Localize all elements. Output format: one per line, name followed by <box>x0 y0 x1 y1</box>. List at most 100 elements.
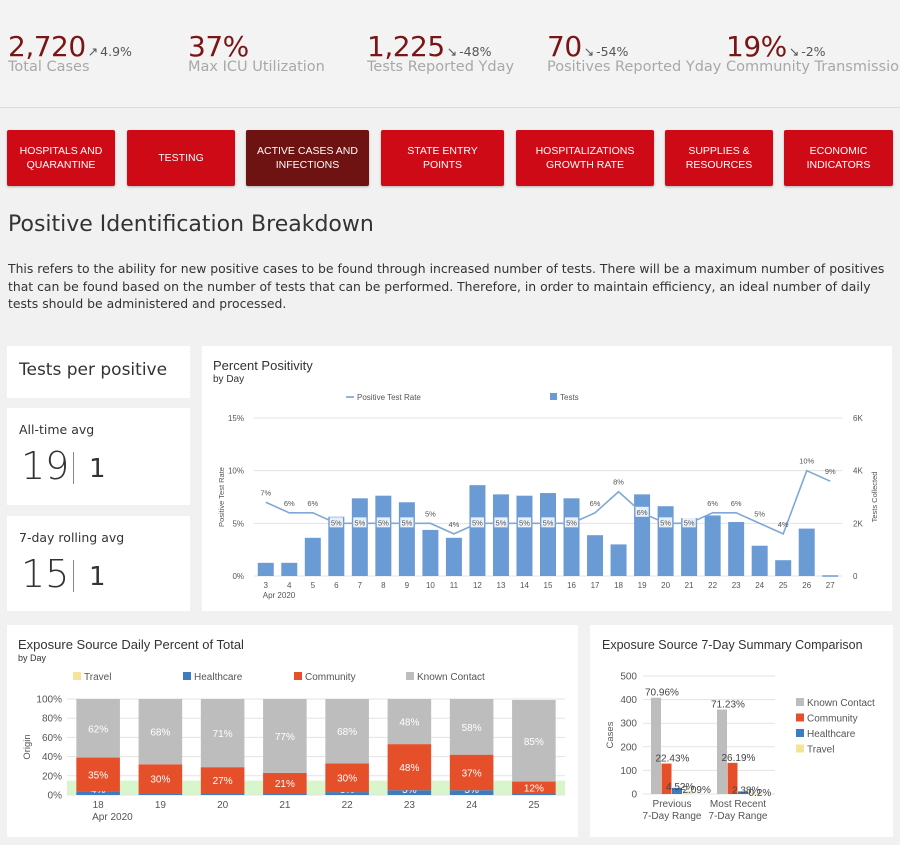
y2-tick-label: 4K <box>853 467 863 476</box>
kpi-total-cases: 2,720 ↗ 4.9% Total Cases <box>8 30 132 75</box>
x-tick-label: 22 <box>708 581 717 590</box>
kpi-value: 70 <box>547 30 582 63</box>
y-tick-label: 0% <box>48 791 63 802</box>
exposure-daily-card: Exposure Source Daily Percent of Total by… <box>7 625 578 837</box>
stacked-bar-segment <box>200 793 245 795</box>
x-tick-label: 23 <box>404 800 416 811</box>
y-tick-label: 60% <box>42 733 62 744</box>
rate-data-label: 4% <box>448 520 459 529</box>
rate-label-bg <box>470 517 485 528</box>
x-tick-label: 25 <box>528 800 540 811</box>
rate-data-label: 6% <box>590 499 601 508</box>
rate-data-label: 5% <box>401 518 412 527</box>
legend-item: Community <box>305 672 356 683</box>
stacked-bar-segment <box>325 792 369 795</box>
segment-data-label: 85% <box>524 737 544 748</box>
rate-label-bg <box>517 517 532 528</box>
rate-data-label: 5% <box>472 518 483 527</box>
chart-title: Exposure Source 7-Day Summary Comparison <box>602 638 863 652</box>
x-tick-label: 7-Day Range <box>709 811 768 822</box>
x-tick-label: 27 <box>826 581 835 590</box>
ratio-divider <box>73 560 74 592</box>
stacked-bar-segment <box>512 793 556 795</box>
bar-data-label: 0.2% <box>749 788 772 799</box>
y-tick-label: 80% <box>42 714 62 725</box>
arrow-up-icon: ↗ <box>87 44 99 59</box>
segment-data-label: 30% <box>337 774 357 785</box>
y2-tick-label: 6K <box>853 414 863 423</box>
rate-label-bg <box>329 517 343 528</box>
legend-item: Known Contact <box>417 672 485 683</box>
tests-bar <box>445 537 462 576</box>
kpi-label: Tests Reported Yday <box>367 59 515 75</box>
segment-data-label: 5% <box>464 785 479 796</box>
y-axis-label: Positive Test Rate <box>217 467 226 527</box>
arrow-down-icon: ↘ <box>583 44 595 59</box>
y-tick-label: 20% <box>42 771 62 782</box>
tests-bar <box>634 494 651 576</box>
stacked-bar-segment <box>325 763 369 793</box>
segment-data-label: 27% <box>213 776 233 787</box>
tests-bar <box>681 518 698 576</box>
stacked-bar-segment <box>263 699 307 773</box>
rate-data-label: 6% <box>284 499 295 508</box>
legend-swatch <box>796 729 804 737</box>
rolling-avg-card: 7-day rolling avg 15 1 <box>7 516 190 611</box>
legend-swatch <box>796 713 804 722</box>
nav-active-cases-button[interactable]: ACTIVE CASES AND INFECTIONS <box>246 130 369 186</box>
x-tick-label: Most Recent <box>710 799 766 810</box>
summary-bar <box>727 762 738 794</box>
rate-label-bg <box>635 506 649 517</box>
nav-hospitalizations-button[interactable]: HOSPITALIZATIONS GROWTH RATE <box>516 130 654 186</box>
legend-item: Travel <box>807 745 834 756</box>
nav-economic-button[interactable]: ECONOMIC INDICATORS <box>784 130 893 186</box>
stacked-bar-segment <box>138 793 183 795</box>
y-axis-label: Cases <box>605 721 616 748</box>
y-tick-label: 100% <box>36 695 62 706</box>
x-tick-label: 19 <box>155 800 167 811</box>
tests-bar <box>775 560 792 576</box>
rate-data-label: 6% <box>707 499 718 508</box>
nav-hospitals-button[interactable]: HOSPITALS AND QUARANTINE <box>7 130 115 186</box>
section-description: This refers to the ability for new posit… <box>8 261 885 311</box>
y2-tick-label: 0 <box>853 572 858 581</box>
y-axis-label: Origin <box>22 734 33 759</box>
rolling-avg-label: 7-day rolling avg <box>19 530 125 545</box>
kpi-value: 1,225 <box>367 30 445 63</box>
y2-axis-label: Tests Collected <box>870 472 879 523</box>
summary-bar <box>682 791 693 794</box>
nav-state-entry-button[interactable]: STATE ENTRY POINTS <box>381 130 504 186</box>
kpi-value: 19% <box>726 30 787 63</box>
ratio-divider <box>73 452 74 484</box>
x-axis-sublabel: Apr 2020 <box>263 591 296 600</box>
tests-bar <box>304 537 321 576</box>
rate-data-label: 7% <box>260 488 271 497</box>
rate-data-label: 10% <box>799 457 814 466</box>
tests-bar <box>469 485 486 576</box>
nav-supplies-button[interactable]: SUPPLIES & RESOURCES <box>665 130 773 186</box>
kpi-change: ↘ -48% <box>446 44 492 59</box>
rate-data-label: 9% <box>825 467 836 476</box>
y-tick-label: 200 <box>620 742 637 753</box>
exposure-daily-chart: Exposure Source Daily Percent of Totalby… <box>18 637 565 823</box>
bar-data-label: 70.96% <box>645 688 679 699</box>
nav-testing-button[interactable]: TESTING <box>127 130 235 186</box>
legend-swatch <box>294 672 302 680</box>
legend-item: Community <box>807 714 858 725</box>
tests-bar <box>657 506 674 576</box>
x-tick-label: 7 <box>358 581 363 590</box>
tests-bar <box>516 495 533 576</box>
all-time-avg-numerator: 19 <box>21 444 70 488</box>
segment-data-label: 30% <box>150 775 170 786</box>
x-tick-label: 19 <box>638 581 647 590</box>
tests-bar <box>540 493 556 576</box>
x-tick-label: 18 <box>93 800 105 811</box>
x-tick-label: 25 <box>779 581 788 590</box>
kpi-icu: 37% Max ICU Utilization <box>188 30 325 75</box>
x-tick-label: 5 <box>311 581 316 590</box>
stacked-bar-segment <box>263 793 307 795</box>
legend-item: Known Contact <box>807 698 875 709</box>
segment-data-label: 68% <box>150 728 170 739</box>
bar-data-label: 26.19% <box>722 753 756 764</box>
